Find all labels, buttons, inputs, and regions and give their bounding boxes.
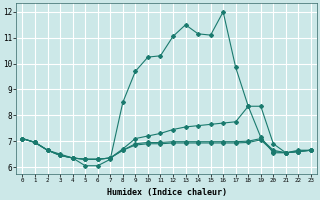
X-axis label: Humidex (Indice chaleur): Humidex (Indice chaleur) <box>107 188 227 197</box>
